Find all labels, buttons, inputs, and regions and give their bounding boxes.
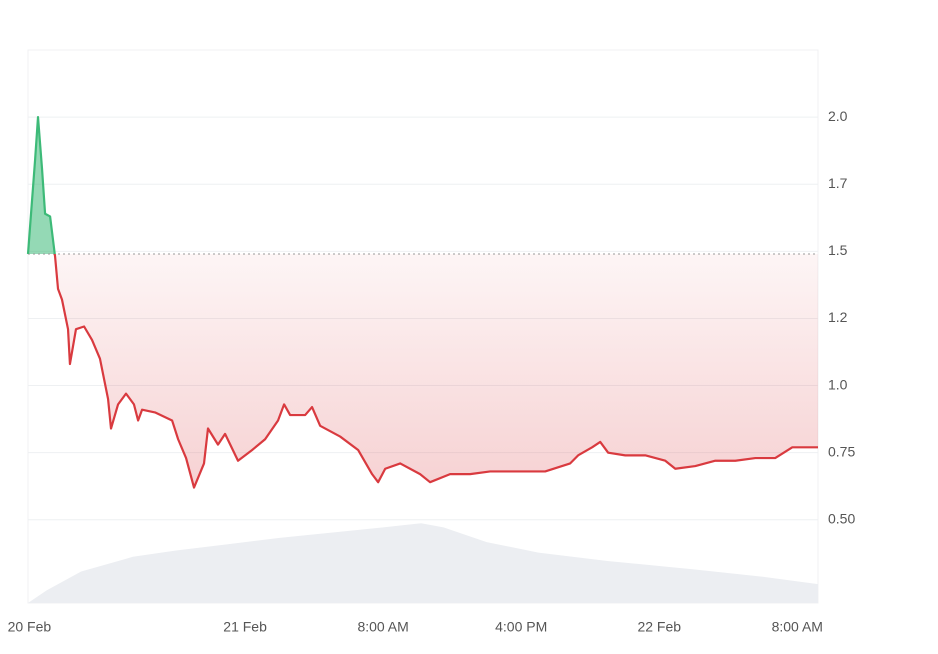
y-tick-label: 1.2 bbox=[828, 309, 848, 325]
y-tick-label: 1.0 bbox=[828, 376, 848, 392]
price-line bbox=[26, 116, 818, 489]
volume-area bbox=[28, 523, 818, 603]
x-tick-label: 22 Feb bbox=[637, 619, 681, 635]
x-tick-label: 8:00 AM bbox=[357, 619, 408, 635]
y-tick-label: 0.75 bbox=[828, 443, 855, 459]
y-tick-label: 1.7 bbox=[828, 175, 848, 191]
x-tick-label: 8:00 AM bbox=[772, 619, 823, 635]
y-tick-label: 1.5 bbox=[828, 242, 848, 258]
y-tick-label: 2.0 bbox=[828, 108, 848, 124]
x-tick-label: 21 Feb bbox=[223, 619, 267, 635]
y-tick-label: 0.50 bbox=[828, 510, 855, 526]
x-tick-label: 4:00 PM bbox=[495, 619, 547, 635]
x-tick-label: 20 Feb bbox=[8, 619, 52, 635]
baseline-fill bbox=[28, 117, 818, 488]
